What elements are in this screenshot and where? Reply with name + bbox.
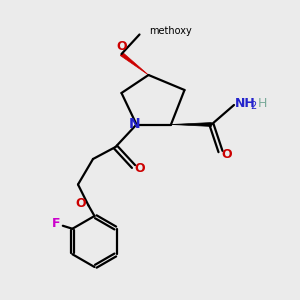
- Text: methoxy: methoxy: [149, 26, 192, 36]
- Text: N: N: [129, 117, 140, 131]
- Text: F: F: [52, 217, 60, 230]
- Polygon shape: [120, 52, 148, 75]
- Text: O: O: [75, 197, 86, 210]
- Text: 2: 2: [250, 101, 257, 111]
- Text: NH: NH: [235, 97, 255, 110]
- Text: O: O: [135, 161, 146, 175]
- Polygon shape: [171, 122, 211, 127]
- Text: H: H: [257, 97, 267, 110]
- Text: O: O: [221, 148, 232, 161]
- Text: O: O: [116, 40, 127, 53]
